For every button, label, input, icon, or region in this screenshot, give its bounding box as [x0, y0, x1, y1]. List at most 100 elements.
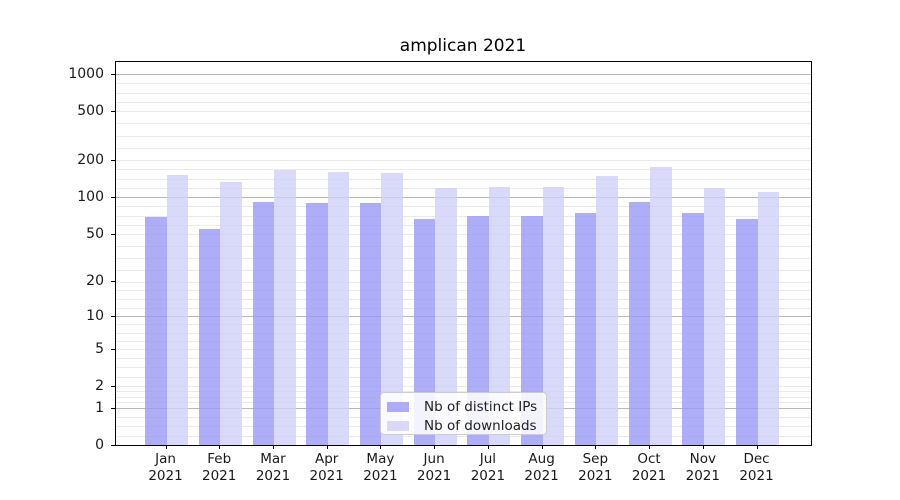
y-tick-label: 500: [77, 103, 104, 120]
minor-gridline: [116, 358, 811, 360]
y-tick-mark: [111, 445, 116, 446]
legend-label-distinct-ips: Nb of distinct IPs: [424, 398, 538, 415]
x-tick-mark: [756, 445, 758, 449]
y-tick-label: 10: [86, 308, 104, 325]
minor-gridline: [116, 257, 811, 259]
minor-gridline: [116, 245, 811, 247]
y-tick-label: 200: [77, 152, 104, 169]
x-tick-label-feb-2021: Feb 2021: [202, 451, 237, 484]
x-tick-mark: [434, 445, 436, 449]
minor-gridline: [116, 367, 811, 369]
x-tick-mark: [595, 445, 597, 449]
x-tick-label-oct-2021: Oct 2021: [631, 451, 667, 484]
minor-gridline: [116, 340, 811, 342]
x-tick-mark: [165, 445, 167, 449]
y-tick-label: 1000: [68, 65, 104, 82]
minor-gridline: [116, 135, 811, 137]
bar-nb-of-downloads-oct-2021: [650, 167, 672, 445]
x-tick-label-aug-2021: Aug 2021: [524, 451, 559, 484]
minor-gridline: [116, 101, 811, 103]
minor-gridline: [116, 332, 811, 334]
x-tick-mark: [702, 445, 704, 449]
minor-gridline: [116, 147, 811, 149]
bar-nb-of-distinct-ips-oct-2021: [628, 201, 650, 445]
x-tick-label-dec-2021: Dec 2021: [739, 451, 774, 484]
y-tick-label: 50: [86, 225, 104, 242]
bar-nb-of-downloads-dec-2021: [757, 191, 779, 445]
y-tick-mark: [111, 281, 116, 283]
minor-gridline: [116, 160, 811, 162]
minor-gridline: [116, 111, 811, 113]
legend-swatch-downloads: [387, 420, 409, 431]
x-tick-mark: [326, 445, 328, 449]
minor-gridline: [116, 307, 811, 309]
bar-nb-of-downloads-jan-2021: [166, 174, 188, 445]
bar-nb-of-distinct-ips-jan-2021: [145, 216, 167, 445]
minor-gridline: [116, 435, 811, 437]
x-tick-mark: [541, 445, 543, 449]
major-gridline: [116, 316, 811, 318]
minor-gridline: [116, 83, 811, 85]
legend-item-distinct-ips: Nb of distinct IPs: [381, 398, 546, 415]
x-tick-label-sep-2021: Sep 2021: [578, 451, 613, 484]
minor-gridline: [116, 206, 811, 208]
y-tick-label: 0: [95, 437, 104, 453]
major-gridline: [116, 74, 811, 75]
x-tick-mark: [649, 445, 650, 449]
x-tick-mark: [487, 445, 489, 449]
minor-gridline: [116, 215, 811, 217]
bar-nb-of-downloads-apr-2021: [327, 171, 350, 445]
bar-nb-of-distinct-ips-may-2021: [359, 203, 382, 445]
x-tick-label-jul-2021: Jul 2021: [470, 451, 506, 484]
y-tick-label: 20: [86, 273, 104, 290]
y-tick-mark: [111, 407, 116, 409]
y-tick-mark: [111, 386, 116, 387]
bar-nb-of-downloads-may-2021: [381, 173, 403, 445]
x-tick-label-jun-2021: Jun 2021: [416, 451, 452, 484]
bar-nb-of-downloads-mar-2021: [274, 169, 296, 445]
y-tick-mark: [111, 316, 116, 318]
bar-nb-of-downloads-nov-2021: [703, 187, 726, 445]
y-tick-label: 100: [77, 189, 104, 206]
legend-item-downloads: Nb of downloads: [381, 417, 546, 434]
legend-swatch-distinct-ips: [387, 401, 409, 412]
x-tick-label-apr-2021: Apr 2021: [309, 451, 344, 484]
x-tick-label-mar-2021: Mar 2021: [255, 451, 291, 484]
minor-gridline: [116, 178, 811, 180]
minor-gridline: [116, 187, 811, 189]
minor-gridline: [116, 169, 811, 171]
x-tick-mark: [380, 445, 382, 449]
x-tick-label-nov-2021: Nov 2021: [685, 451, 720, 484]
x-tick-mark: [273, 445, 274, 449]
y-tick-mark: [111, 348, 116, 350]
plot-area: Nb of distinct IPs Nb of downloads: [115, 61, 812, 446]
minor-gridline: [116, 92, 811, 94]
x-tick-mark: [219, 445, 221, 449]
chart-title: amplican 2021: [399, 36, 527, 56]
bar-nb-of-downloads-jul-2021: [488, 186, 511, 445]
major-gridline: [116, 197, 811, 199]
bar-nb-of-downloads-aug-2021: [542, 187, 565, 445]
minor-gridline: [116, 386, 811, 387]
legend: Nb of distinct IPs Nb of downloads: [380, 392, 547, 435]
minor-gridline: [116, 348, 811, 350]
bar-nb-of-distinct-ips-nov-2021: [682, 213, 704, 445]
minor-gridline: [116, 281, 811, 283]
legend-label-downloads: Nb of downloads: [424, 417, 537, 434]
bar-nb-of-distinct-ips-apr-2021: [306, 203, 328, 445]
y-tick-mark: [111, 160, 116, 162]
bar-nb-of-distinct-ips-feb-2021: [198, 228, 221, 445]
minor-gridline: [116, 233, 811, 235]
bar-nb-of-distinct-ips-jun-2021: [413, 219, 436, 445]
y-tick-mark: [111, 233, 116, 235]
y-tick-mark: [111, 111, 116, 113]
minor-gridline: [116, 224, 811, 226]
minor-gridline: [116, 324, 811, 326]
bar-nb-of-downloads-sep-2021: [596, 175, 618, 445]
y-tick-mark: [111, 197, 116, 199]
y-tick-label: 1: [95, 399, 104, 416]
minor-gridline: [116, 298, 811, 300]
bar-nb-of-distinct-ips-jul-2021: [467, 216, 489, 445]
y-tick-label: 2: [95, 378, 104, 394]
